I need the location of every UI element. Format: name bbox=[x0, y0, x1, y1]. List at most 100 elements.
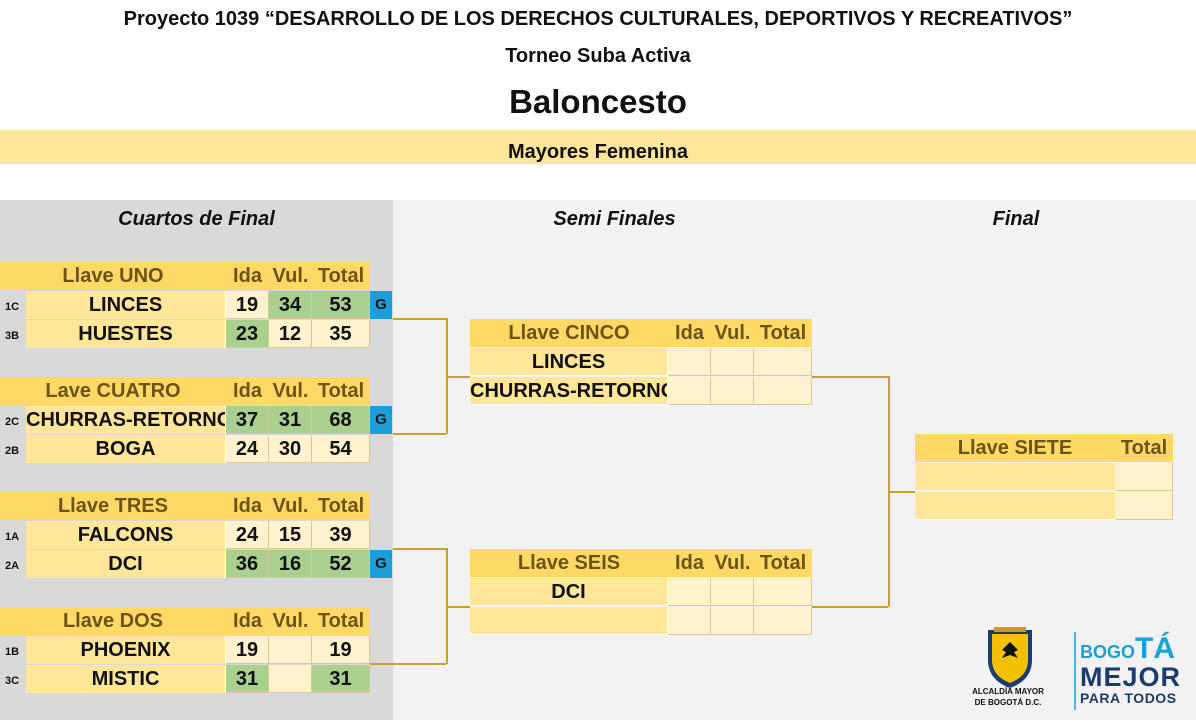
col-header-total: Total bbox=[312, 607, 370, 635]
score-total bbox=[754, 348, 812, 376]
score-vuelta bbox=[711, 578, 754, 606]
connector-line bbox=[370, 663, 446, 665]
connector-line bbox=[446, 606, 470, 608]
team-seed: 3B bbox=[5, 330, 20, 342]
score-total bbox=[754, 607, 812, 635]
category-band: Mayores Femenina bbox=[0, 130, 1196, 164]
score-total bbox=[754, 578, 812, 606]
winner-badge: G bbox=[370, 406, 392, 434]
bracket-label: Llave UNO bbox=[0, 262, 226, 290]
project-title: Proyecto 1039 “DESARROLLO DE LOS DERECHO… bbox=[123, 8, 1073, 30]
score-total: 53 bbox=[312, 291, 370, 319]
team-seed: 1C bbox=[5, 301, 20, 313]
bogota-shield-icon bbox=[988, 627, 1076, 710]
score-vuelta bbox=[711, 607, 754, 635]
col-header-vuelta: Vul. bbox=[711, 549, 754, 577]
brand-ta: TÁ bbox=[1135, 632, 1176, 665]
score-total: 52 bbox=[312, 550, 370, 578]
score-vuelta bbox=[269, 636, 312, 664]
connector-line bbox=[393, 433, 446, 435]
col-header-vuelta: Vul. bbox=[269, 377, 312, 405]
team-name: CHURRAS-RETORNO bbox=[470, 377, 668, 405]
score-vuelta bbox=[711, 377, 754, 405]
round-title-quarter: Cuartos de Final bbox=[118, 208, 275, 230]
team-name: DCI bbox=[26, 550, 226, 578]
team-name bbox=[470, 607, 668, 635]
score-ida bbox=[668, 377, 711, 405]
score-ida: 36 bbox=[226, 550, 269, 578]
team-name: LINCES bbox=[470, 348, 668, 376]
score-vuelta: 15 bbox=[269, 521, 312, 549]
col-header-total: Total bbox=[1115, 434, 1173, 462]
score-total: 54 bbox=[312, 435, 370, 463]
connector-line bbox=[446, 376, 470, 378]
connector-line bbox=[888, 491, 915, 493]
score-vuelta: 12 bbox=[269, 320, 312, 348]
col-header-ida: Ida bbox=[668, 549, 711, 577]
tournament-title: Torneo Suba Activa bbox=[505, 45, 691, 67]
col-header-total: Total bbox=[754, 549, 812, 577]
score-total bbox=[754, 377, 812, 405]
col-header-vuelta: Vul. bbox=[269, 607, 312, 635]
final-team-slot bbox=[915, 463, 1115, 491]
team-seed: 1B bbox=[5, 646, 20, 658]
alcaldia-line2: DE BOGOTÁ D.C. bbox=[974, 698, 1042, 707]
col-header-vuelta: Vul. bbox=[269, 262, 312, 290]
score-ida: 24 bbox=[226, 521, 269, 549]
score-vuelta bbox=[711, 348, 754, 376]
col-header-ida: Ida bbox=[226, 377, 269, 405]
score-vuelta: 16 bbox=[269, 550, 312, 578]
col-header-total: Total bbox=[312, 492, 370, 520]
score-ida bbox=[668, 348, 711, 376]
final-team-slot bbox=[915, 492, 1115, 520]
score-total: 19 bbox=[312, 636, 370, 664]
col-header-vuelta: Vul. bbox=[711, 319, 754, 347]
col-header-total: Total bbox=[754, 319, 812, 347]
bracket-label: Llave DOS bbox=[0, 607, 226, 635]
score-vuelta: 30 bbox=[269, 435, 312, 463]
winner-badge: G bbox=[370, 550, 392, 578]
semi-finals-column bbox=[393, 200, 836, 720]
connector-line bbox=[393, 548, 446, 550]
bracket-label: Llave TRES bbox=[0, 492, 226, 520]
score-vuelta: 34 bbox=[269, 291, 312, 319]
col-header-total: Total bbox=[312, 262, 370, 290]
category-label: Mayores Femenina bbox=[507, 141, 689, 163]
bracket-label: Llave CINCO bbox=[470, 319, 668, 347]
col-header-ida: Ida bbox=[226, 262, 269, 290]
team-seed: 2C bbox=[5, 416, 20, 428]
team-name: FALCONS bbox=[26, 521, 226, 549]
score-ida: 37 bbox=[226, 406, 269, 434]
bracket-label: Llave SIETE bbox=[915, 434, 1115, 462]
bracket-label: Llave SEIS bbox=[470, 549, 668, 577]
col-header-total: Total bbox=[312, 377, 370, 405]
score-ida: 23 bbox=[226, 320, 269, 348]
team-name: DCI bbox=[470, 578, 668, 606]
team-name: PHOENIX bbox=[26, 636, 226, 664]
team-name: CHURRAS-RETORNO bbox=[26, 406, 226, 434]
col-header-vuelta: Vul. bbox=[269, 492, 312, 520]
score-ida: 24 bbox=[226, 435, 269, 463]
score-ida: 19 bbox=[226, 636, 269, 664]
connector-line bbox=[393, 318, 446, 320]
brand-para-todos: PARA TODOS bbox=[1080, 690, 1177, 706]
connector-line bbox=[812, 606, 888, 608]
round-title-semi: Semi Finales bbox=[553, 208, 676, 230]
score-total: 31 bbox=[312, 665, 370, 693]
score-total: 35 bbox=[312, 320, 370, 348]
score-vuelta: 31 bbox=[269, 406, 312, 434]
final-total-slot bbox=[1115, 492, 1173, 520]
round-title-final: Final bbox=[992, 208, 1040, 230]
score-ida bbox=[668, 578, 711, 606]
bracket-label: Lave CUATRO bbox=[0, 377, 226, 405]
team-seed: 3C bbox=[5, 675, 20, 687]
winner-badge: G bbox=[370, 291, 392, 319]
team-name: LINCES bbox=[26, 291, 226, 319]
score-total: 68 bbox=[312, 406, 370, 434]
connector-line bbox=[812, 376, 888, 378]
score-vuelta bbox=[269, 665, 312, 693]
team-name: HUESTES bbox=[26, 320, 226, 348]
sport-title: Baloncesto bbox=[509, 83, 687, 120]
team-name: BOGA bbox=[26, 435, 226, 463]
score-ida: 31 bbox=[226, 665, 269, 693]
